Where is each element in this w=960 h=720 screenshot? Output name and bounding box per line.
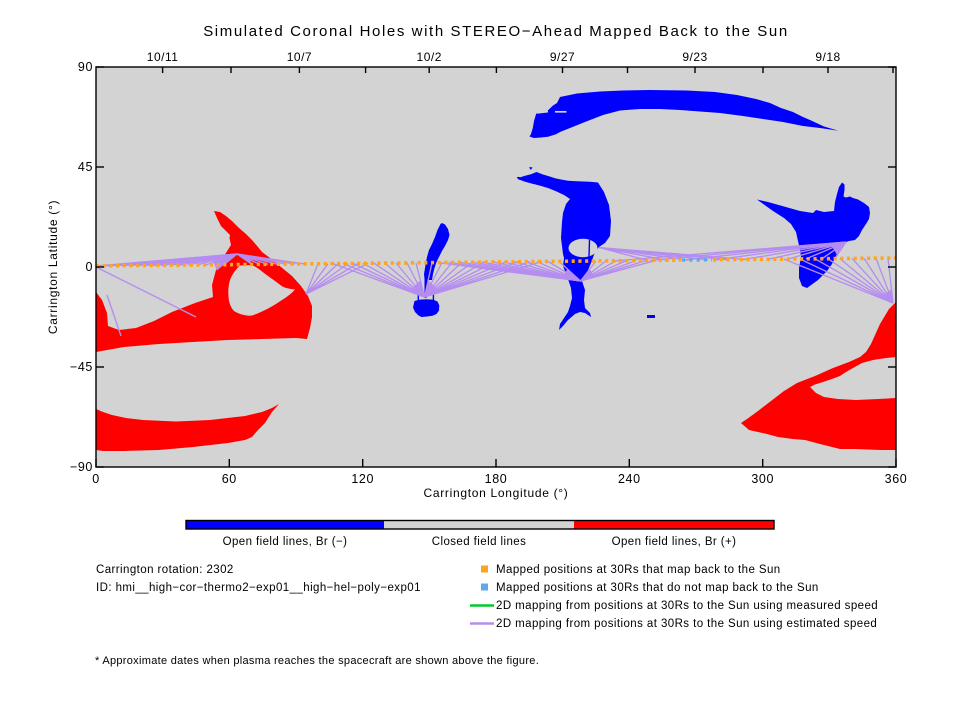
svg-text:ID: hmi__high−cor−thermo2−exp0: ID: hmi__high−cor−thermo2−exp01__high−he… bbox=[96, 582, 421, 594]
svg-text:9/27: 9/27 bbox=[550, 50, 575, 64]
svg-text:Carrington Longitude (°): Carrington Longitude (°) bbox=[423, 486, 568, 500]
svg-text:Mapped positions at 30Rs that: Mapped positions at 30Rs that map back t… bbox=[496, 564, 781, 576]
svg-text:Carrington Latitude (°): Carrington Latitude (°) bbox=[46, 200, 60, 334]
svg-text:Closed field lines: Closed field lines bbox=[432, 536, 527, 548]
svg-text:60: 60 bbox=[222, 472, 237, 486]
svg-text:* Approximate dates when plasm: * Approximate dates when plasma reaches … bbox=[95, 655, 539, 667]
svg-text:−45: −45 bbox=[70, 360, 93, 374]
svg-text:Open field lines, Br (+): Open field lines, Br (+) bbox=[612, 536, 737, 548]
svg-text:45: 45 bbox=[78, 160, 93, 174]
svg-text:240: 240 bbox=[618, 472, 641, 486]
svg-text:9/23: 9/23 bbox=[682, 50, 707, 64]
svg-text:2D mapping from positions at 3: 2D mapping from positions at 30Rs to the… bbox=[496, 618, 877, 630]
svg-text:10/2: 10/2 bbox=[417, 50, 442, 64]
svg-text:10/7: 10/7 bbox=[287, 50, 312, 64]
svg-text:0: 0 bbox=[85, 260, 93, 274]
svg-text:10/11: 10/11 bbox=[147, 50, 179, 64]
svg-text:300: 300 bbox=[751, 472, 774, 486]
svg-text:Carrington rotation: 2302: Carrington rotation: 2302 bbox=[96, 564, 234, 576]
svg-text:90: 90 bbox=[78, 60, 93, 74]
svg-text:Mapped positions at 30Rs that: Mapped positions at 30Rs that do not map… bbox=[496, 582, 819, 594]
svg-text:120: 120 bbox=[351, 472, 374, 486]
svg-text:9/18: 9/18 bbox=[815, 50, 840, 64]
svg-text:Open field lines, Br (−): Open field lines, Br (−) bbox=[223, 536, 348, 548]
svg-text:360: 360 bbox=[885, 472, 908, 486]
svg-text:0: 0 bbox=[92, 472, 100, 486]
svg-text:Simulated Coronal Holes with S: Simulated Coronal Holes with STEREO−Ahea… bbox=[203, 23, 789, 40]
svg-text:180: 180 bbox=[485, 472, 508, 486]
svg-text:−90: −90 bbox=[70, 460, 93, 474]
svg-text:2D mapping from positions at 3: 2D mapping from positions at 30Rs to the… bbox=[496, 600, 878, 612]
